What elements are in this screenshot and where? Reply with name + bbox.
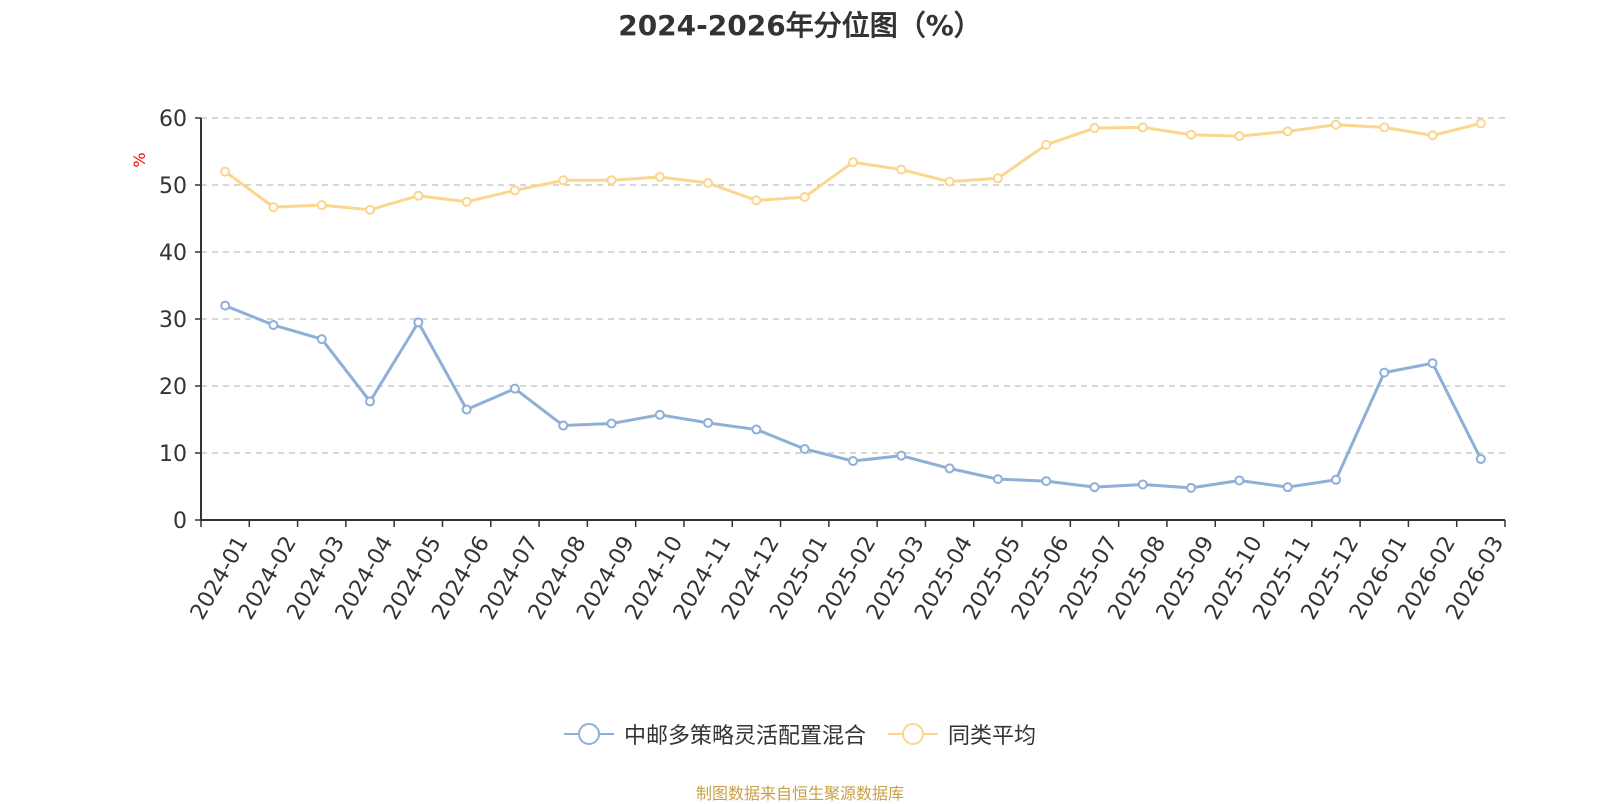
data-point-1-17[interactable] xyxy=(1041,139,1052,150)
data-point-0-9[interactable] xyxy=(654,409,665,420)
data-point-0-7[interactable] xyxy=(558,420,569,431)
data-point-0-6[interactable] xyxy=(509,383,520,394)
legend-item-fund[interactable]: 中邮多策略灵活配置混合 xyxy=(563,718,866,750)
data-point-1-20[interactable] xyxy=(1186,129,1197,140)
data-point-1-21[interactable] xyxy=(1234,131,1245,142)
series-lines xyxy=(220,118,1486,493)
data-point-0-24[interactable] xyxy=(1379,367,1390,378)
data-point-0-26[interactable] xyxy=(1475,454,1486,465)
line-chart: 01020304050602024-012024-022024-032024-0… xyxy=(130,107,1509,624)
data-point-0-20[interactable] xyxy=(1186,482,1197,493)
axes xyxy=(195,117,1506,527)
y-tick-label: 0 xyxy=(173,509,187,534)
data-point-1-2[interactable] xyxy=(316,200,327,211)
chart-title: 2024-2026年分位图（%） xyxy=(618,9,982,42)
data-point-0-14[interactable] xyxy=(896,450,907,461)
data-point-1-12[interactable] xyxy=(799,192,810,203)
y-tick-label: 40 xyxy=(159,241,187,266)
data-point-0-15[interactable] xyxy=(944,463,955,474)
data-point-0-0[interactable] xyxy=(220,300,231,311)
grid-lines xyxy=(201,117,1505,454)
legend-label-fund: 中邮多策略灵活配置混合 xyxy=(623,724,866,749)
data-point-0-23[interactable] xyxy=(1330,474,1341,485)
data-point-0-12[interactable] xyxy=(799,443,810,454)
data-point-1-19[interactable] xyxy=(1137,122,1148,133)
data-point-0-5[interactable] xyxy=(461,404,472,415)
y-tick-label: 60 xyxy=(159,107,187,132)
data-point-0-10[interactable] xyxy=(703,417,714,428)
legend-label-average: 同类平均 xyxy=(948,724,1037,749)
data-point-0-4[interactable] xyxy=(413,317,424,328)
data-point-0-3[interactable] xyxy=(365,396,376,407)
y-tick-label: 50 xyxy=(159,174,187,199)
data-point-0-22[interactable] xyxy=(1282,482,1293,493)
data-point-0-25[interactable] xyxy=(1427,358,1438,369)
data-point-0-17[interactable] xyxy=(1041,476,1052,487)
data-point-0-18[interactable] xyxy=(1089,482,1100,493)
data-point-1-9[interactable] xyxy=(654,171,665,182)
data-point-1-1[interactable] xyxy=(268,202,279,213)
data-point-0-13[interactable] xyxy=(848,456,858,467)
y-tick-label: 30 xyxy=(159,308,187,333)
legend-marker-average xyxy=(888,723,938,745)
data-point-1-16[interactable] xyxy=(992,173,1003,184)
data-point-0-1[interactable] xyxy=(268,320,279,331)
data-point-1-4[interactable] xyxy=(413,190,424,201)
data-point-0-19[interactable] xyxy=(1137,479,1148,490)
data-point-0-16[interactable] xyxy=(992,474,1003,485)
data-point-1-3[interactable] xyxy=(365,204,376,215)
legend-item-average[interactable]: 同类平均 xyxy=(888,718,1036,750)
data-point-1-5[interactable] xyxy=(461,196,472,207)
data-point-1-22[interactable] xyxy=(1282,126,1293,137)
legend: 中邮多策略灵活配置混合 同类平均 xyxy=(0,718,1600,750)
y-tick-label: 10 xyxy=(159,442,187,467)
data-point-1-10[interactable] xyxy=(703,177,714,188)
data-point-0-2[interactable] xyxy=(316,334,327,345)
data-point-1-8[interactable] xyxy=(606,175,617,186)
data-point-1-24[interactable] xyxy=(1379,122,1390,133)
data-point-0-8[interactable] xyxy=(606,418,617,429)
data-point-1-14[interactable] xyxy=(896,164,907,175)
data-point-1-0[interactable] xyxy=(220,166,231,177)
data-point-0-21[interactable] xyxy=(1234,475,1245,486)
legend-marker-fund xyxy=(563,723,614,745)
y-axis-label: % xyxy=(130,152,149,167)
data-point-1-26[interactable] xyxy=(1475,118,1486,129)
data-point-1-13[interactable] xyxy=(848,157,858,168)
data-point-1-15[interactable] xyxy=(944,176,955,187)
data-point-1-6[interactable] xyxy=(509,185,520,196)
data-point-1-23[interactable] xyxy=(1330,119,1341,130)
data-point-1-11[interactable] xyxy=(751,195,762,206)
data-point-1-7[interactable] xyxy=(558,175,569,186)
data-point-0-11[interactable] xyxy=(751,424,762,435)
data-point-1-18[interactable] xyxy=(1089,123,1100,134)
y-tick-label: 20 xyxy=(159,375,187,400)
data-source-note: 制图数据来自恒生聚源数据库 xyxy=(695,784,904,803)
data-point-1-25[interactable] xyxy=(1427,130,1438,141)
